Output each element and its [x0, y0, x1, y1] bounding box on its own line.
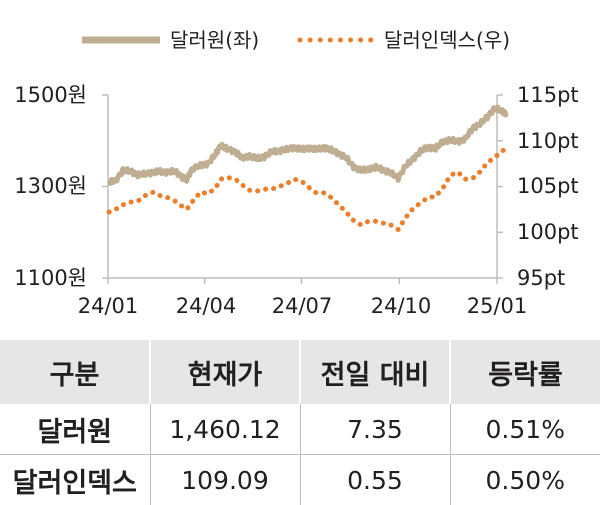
series-layer: [109, 107, 507, 229]
legend: 달러원(좌) 달러인덱스(우): [82, 28, 510, 52]
x-tick-label: 24/01: [78, 294, 139, 318]
x-tick-label: 25/01: [467, 294, 528, 318]
column-header-change: 전일 대비: [300, 340, 450, 404]
column-header-category: 구분: [0, 340, 150, 404]
right-axis-labels: 115pt 110pt 105pt 100pt 95pt: [517, 83, 579, 290]
column-header-price: 현재가: [150, 340, 300, 404]
right-tick-label: 100pt: [517, 220, 579, 244]
current-price: 1,460.12: [150, 404, 300, 455]
right-tick-label: 95pt: [517, 266, 565, 290]
day-change: 0.55: [300, 455, 450, 505]
right-tick-label: 115pt: [517, 83, 579, 107]
left-axis-labels: 1500원 1300원 1100원: [14, 83, 87, 290]
legend-label-dollar-won: 달러원(좌): [170, 28, 259, 52]
column-header-rate: 등락률: [450, 340, 600, 404]
axes: [108, 95, 497, 278]
fx-summary-table: 구분 현재가 전일 대비 등락률 달러원 1,460.12 7.35 0.51%…: [0, 340, 600, 505]
day-change: 7.35: [300, 404, 450, 455]
x-tick-label: 24/10: [371, 294, 432, 318]
x-axis-labels: 24/01 24/04 24/07 24/10 25/01: [78, 294, 528, 318]
exchange-rate-chart: 달러원(좌) 달러인덱스(우) 1500원 1300원 1100원 115pt …: [0, 0, 600, 330]
row-label: 달러인덱스: [0, 455, 150, 505]
right-tick-label: 110pt: [517, 129, 579, 153]
left-tick-label: 1100원: [14, 266, 87, 290]
right-tick-label: 105pt: [517, 174, 579, 198]
dollar-won-line: [109, 107, 507, 183]
left-tick-label: 1300원: [14, 174, 87, 198]
change-rate: 0.50%: [450, 455, 600, 505]
table-row-dollar-index: 달러인덱스 109.09 0.55 0.50%: [0, 455, 600, 505]
row-label: 달러원: [0, 404, 150, 455]
left-tick-label: 1500원: [14, 83, 87, 107]
table-row-dollar-won: 달러원 1,460.12 7.35 0.51%: [0, 404, 600, 455]
current-price: 109.09: [150, 455, 300, 505]
legend-label-dollar-index: 달러인덱스(우): [384, 28, 510, 52]
table-header-row: 구분 현재가 전일 대비 등락률: [0, 340, 600, 404]
dollar-index-line: [109, 149, 507, 229]
tick-marks: [102, 95, 503, 284]
change-rate: 0.51%: [450, 404, 600, 455]
x-tick-label: 24/04: [176, 294, 237, 318]
x-tick-label: 24/07: [272, 294, 333, 318]
